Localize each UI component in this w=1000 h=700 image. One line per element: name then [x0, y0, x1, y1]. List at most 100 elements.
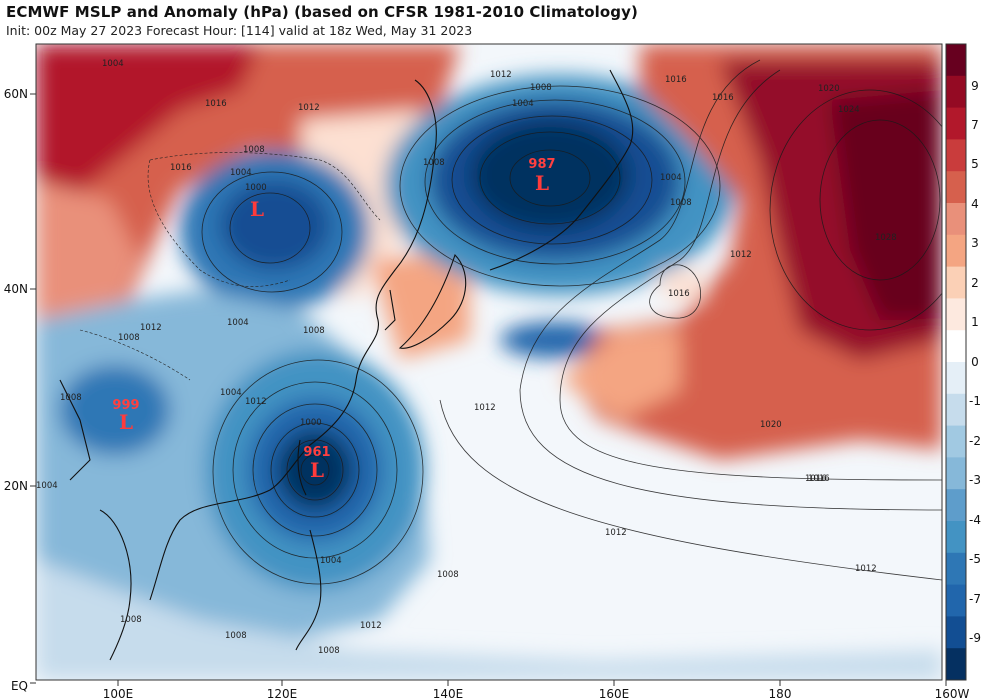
- colorbar-swatch: [946, 425, 966, 458]
- isobar-label: 1008: [120, 615, 142, 625]
- colorbar-label: -1: [969, 394, 981, 408]
- isobar-label: 1016: [805, 474, 827, 484]
- colorbar-label: -9: [969, 631, 981, 645]
- lat-label: 20N: [4, 479, 28, 493]
- isobar-label: 1016: [668, 289, 690, 299]
- colorbar-swatch: [946, 457, 966, 490]
- lat-label: 40N: [4, 282, 28, 296]
- colorbar-label: 5: [971, 157, 979, 171]
- low-yunnan: 999 L: [112, 398, 139, 434]
- isobar-label: 1008: [60, 393, 82, 403]
- isobar-label: 1016: [712, 93, 734, 103]
- colorbar-label: 0: [971, 355, 979, 369]
- isobar-label: 1016: [665, 75, 687, 85]
- isobar-label: 1008: [243, 145, 265, 155]
- isobar-label: 1016: [808, 474, 830, 484]
- isobar-label: 1004: [320, 556, 342, 566]
- isobar-label: 1008: [318, 646, 340, 656]
- colorbar-swatch: [946, 362, 966, 395]
- isobar-label: 1004: [660, 173, 682, 183]
- colorbar-frame: [945, 43, 967, 681]
- isobars: [201, 59, 942, 585]
- colorbar-label: -2: [969, 434, 981, 448]
- colorbar-swatch: [946, 616, 966, 649]
- isobar-label: 1004: [230, 168, 252, 178]
- colorbar-swatch: [946, 584, 966, 617]
- isobar-label: 1004: [512, 99, 534, 109]
- isobar-label: 1012: [490, 70, 512, 80]
- colorbar-labels: 9 7 5 4 3 2 1 0 -1 -2 -3 -4 -5 -7 -9: [969, 79, 981, 645]
- low-mongolia: L: [250, 197, 264, 221]
- lon-label: 180: [769, 687, 792, 700]
- longitude-axis: 100E 120E 140E 160E 180 160W: [103, 680, 970, 700]
- colorbar-swatch: [946, 139, 966, 172]
- low-typhoon: 961 L: [303, 445, 330, 482]
- colorbar-swatch: [946, 648, 966, 681]
- lon-label: 140E: [433, 687, 464, 700]
- colorbar-swatch: [946, 521, 966, 554]
- lat-label: 60N: [4, 87, 28, 101]
- colorbar-swatch: [946, 393, 966, 427]
- colorbar-label: -5: [969, 552, 981, 566]
- isobar-label: 1008: [437, 570, 459, 580]
- isobar-label: 1004: [102, 59, 124, 69]
- isobar-label: 1008: [118, 333, 140, 343]
- colorbar-label: -4: [969, 513, 981, 527]
- isobar-label: 1012: [605, 528, 627, 538]
- isobar-label: 1028: [875, 233, 897, 243]
- colorbar-label: -7: [969, 592, 981, 606]
- isobar-label: 1004: [227, 318, 249, 328]
- colorbar-label: 7: [971, 118, 979, 132]
- map-subtitle: Init: 00z May 27 2023 Forecast Hour: [11…: [6, 23, 473, 38]
- isobar-label: 1000: [245, 183, 267, 193]
- map-frame: [35, 43, 943, 681]
- coastlines: [59, 69, 634, 661]
- lat-label: EQ: [11, 679, 28, 693]
- isobar-label: 1020: [760, 420, 782, 430]
- colorbar-label: 4: [971, 197, 979, 211]
- low-pressure-value: 987: [528, 157, 555, 172]
- colorbar-swatch: [946, 234, 966, 268]
- isobar-label: 1012: [855, 564, 877, 574]
- isobar-label: 1016: [205, 99, 227, 109]
- colorbar: [945, 43, 967, 681]
- isobar-label: 1008: [225, 631, 247, 641]
- isobar-label: 1008: [423, 158, 445, 168]
- isobar-label: 1012: [730, 250, 752, 260]
- colorbar-label: -3: [969, 473, 981, 487]
- isobar-label: 1000: [300, 418, 322, 428]
- low-pressure-value: 999: [112, 398, 139, 413]
- isobar-label: 1008: [670, 198, 692, 208]
- isobar-labels: 1004 1016 1012 1008 1004 1016 1012 1008 …: [36, 59, 897, 656]
- colorbar-label: 9: [971, 79, 979, 93]
- isobar-label: 1012: [140, 323, 162, 333]
- isobar-label: 1012: [474, 403, 496, 413]
- lon-label: 120E: [267, 687, 298, 700]
- colorbar-swatch: [946, 107, 966, 140]
- colorbar-label: 1: [971, 315, 979, 329]
- colorbar-swatch: [946, 552, 966, 586]
- lon-label: 160W: [935, 687, 970, 700]
- colorbar-swatch: [946, 44, 966, 77]
- isobar-label: 1012: [360, 621, 382, 631]
- colorbar-swatch: [946, 489, 966, 522]
- country-borders: [79, 152, 381, 381]
- isobar-label: 1012: [245, 397, 267, 407]
- low-pressure-value: 961: [303, 445, 330, 460]
- latitude-axis: 60N 40N 20N EQ: [4, 87, 36, 693]
- low-symbol: L: [250, 197, 264, 221]
- low-symbol: L: [119, 410, 133, 434]
- isobar-label: 1016: [170, 163, 192, 173]
- isobar-label: 1012: [298, 103, 320, 113]
- low-symbol: L: [535, 171, 549, 195]
- lon-label: 160E: [599, 687, 630, 700]
- isobar-label: 1004: [220, 388, 242, 398]
- low-symbol: L: [310, 458, 324, 482]
- low-okhotsk: 987 L: [528, 157, 555, 195]
- colorbar-swatch: [946, 203, 966, 236]
- colorbar-swatch: [946, 298, 966, 331]
- colorbar-label: 2: [971, 276, 979, 290]
- map-title: ECMWF MSLP and Anomaly (hPa) (based on C…: [6, 3, 638, 21]
- isobar-label: 1008: [530, 83, 552, 93]
